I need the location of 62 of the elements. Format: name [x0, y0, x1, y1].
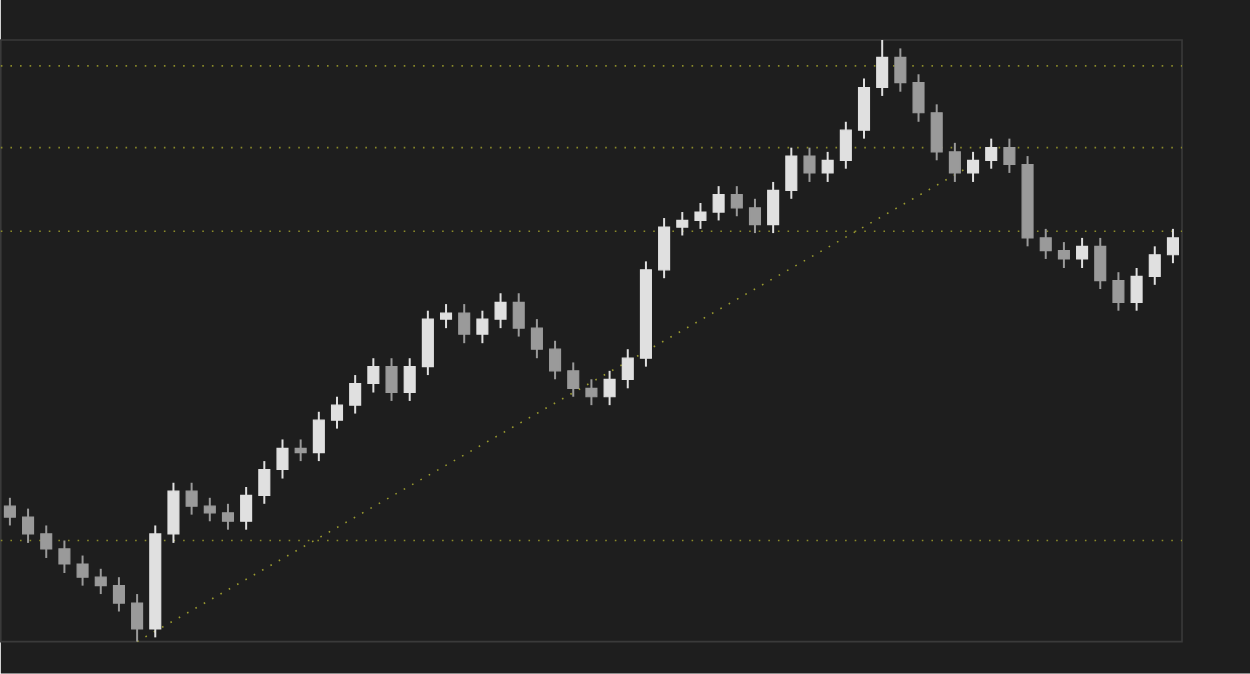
- candlestick: [676, 211, 689, 237]
- candlestick: [1112, 271, 1125, 312]
- candlestick: [403, 357, 416, 403]
- candlestick: [603, 370, 616, 407]
- candlestick: [112, 576, 125, 613]
- candlestick: [512, 292, 525, 338]
- candlestick: [857, 77, 871, 140]
- candlestick: [131, 593, 144, 643]
- candlestick: [1057, 241, 1070, 270]
- candlestick: [385, 357, 398, 403]
- candlestick: [458, 303, 471, 345]
- candlestick: [276, 438, 289, 480]
- candlestick: [185, 481, 198, 516]
- candlestick: [1130, 267, 1143, 312]
- candlestick: [494, 292, 507, 330]
- candlestick: [258, 460, 271, 506]
- candlestick: [585, 378, 598, 407]
- candlestick: [330, 395, 344, 430]
- candlestick: [167, 481, 180, 545]
- candlestick: [930, 103, 943, 162]
- candlestick: [22, 507, 35, 545]
- candlestick: [748, 198, 762, 235]
- candlestick: [367, 357, 380, 394]
- candlestick: [821, 151, 834, 184]
- candlestick: [1003, 137, 1016, 175]
- candlestick: [3, 497, 16, 527]
- candlestick: [294, 438, 307, 463]
- candlestick: [621, 348, 634, 390]
- candlestick: [349, 374, 362, 415]
- candlestick: [221, 503, 235, 531]
- candlestick: [948, 142, 961, 184]
- candlestick: [785, 146, 798, 201]
- candlestick: [894, 47, 907, 93]
- candlestick: [421, 309, 434, 377]
- candlestick: [730, 185, 743, 218]
- candlestick: [567, 361, 580, 398]
- candlestick: [839, 121, 852, 170]
- candlestick: [694, 202, 707, 231]
- candlestick: [985, 137, 998, 170]
- candlestick: [240, 486, 253, 531]
- candlestick: [1166, 228, 1179, 265]
- candlestick: [876, 39, 889, 98]
- candlestick: [966, 151, 980, 184]
- candlestick: [1094, 237, 1107, 291]
- candlestick: [203, 497, 216, 523]
- candlestick: [476, 309, 489, 345]
- candlestick: [767, 181, 780, 235]
- candlestick: [1039, 228, 1052, 261]
- candlestick: [912, 73, 925, 123]
- candlestick: [530, 318, 543, 360]
- candlestick: [712, 185, 725, 222]
- candlestick: [1076, 237, 1089, 270]
- candlestick: [40, 524, 53, 560]
- candlestick: [803, 146, 816, 184]
- candlestick: [94, 568, 107, 596]
- candlestick: [76, 554, 89, 587]
- candlestick: [1148, 245, 1161, 287]
- candlestick: [439, 303, 453, 330]
- candlestick: [658, 217, 671, 280]
- candlestick: [58, 539, 71, 575]
- candlestick: [549, 339, 562, 381]
- candlestick: [312, 410, 325, 463]
